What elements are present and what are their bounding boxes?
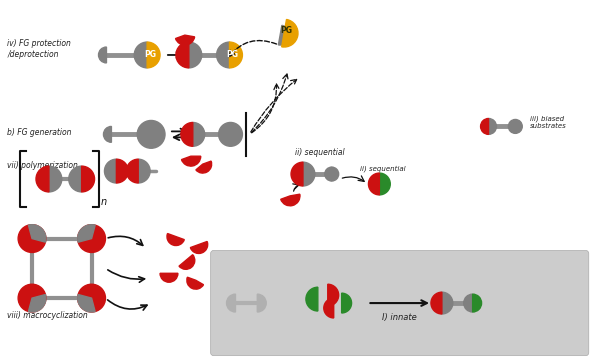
Wedge shape — [134, 42, 147, 68]
Text: PG: PG — [144, 51, 156, 59]
Wedge shape — [464, 294, 472, 312]
Wedge shape — [431, 292, 442, 314]
Circle shape — [218, 122, 242, 146]
Wedge shape — [509, 119, 515, 133]
Wedge shape — [303, 162, 315, 186]
Wedge shape — [104, 159, 117, 183]
Circle shape — [18, 284, 46, 312]
Wedge shape — [49, 166, 62, 192]
Wedge shape — [104, 126, 111, 142]
Text: iv) FG protection
/deprotection: iv) FG protection /deprotection — [7, 39, 71, 59]
Wedge shape — [98, 47, 107, 63]
Wedge shape — [167, 234, 184, 245]
Wedge shape — [325, 167, 332, 181]
Wedge shape — [117, 159, 128, 183]
Wedge shape — [328, 284, 339, 306]
Wedge shape — [332, 167, 339, 181]
Wedge shape — [196, 161, 212, 173]
Wedge shape — [28, 294, 46, 312]
Wedge shape — [176, 42, 189, 68]
Text: ii) sequential: ii) sequential — [295, 148, 345, 157]
Wedge shape — [191, 241, 208, 253]
Wedge shape — [176, 35, 195, 45]
Wedge shape — [324, 298, 334, 318]
Wedge shape — [36, 166, 49, 192]
Wedge shape — [179, 255, 195, 269]
Wedge shape — [379, 173, 390, 195]
Text: iii) biased
substrates: iii) biased substrates — [530, 115, 567, 130]
Text: vii) polymerization: vii) polymerization — [7, 161, 78, 170]
Wedge shape — [187, 277, 204, 289]
Wedge shape — [291, 162, 303, 186]
Wedge shape — [488, 119, 497, 134]
Wedge shape — [126, 159, 138, 183]
Wedge shape — [306, 287, 318, 311]
Wedge shape — [182, 156, 201, 166]
Wedge shape — [515, 119, 522, 133]
Wedge shape — [189, 42, 202, 68]
Wedge shape — [138, 159, 150, 183]
Text: PG: PG — [280, 26, 292, 35]
Circle shape — [78, 284, 105, 312]
Wedge shape — [193, 122, 205, 146]
FancyBboxPatch shape — [211, 250, 589, 356]
Wedge shape — [181, 122, 193, 146]
Wedge shape — [69, 166, 82, 192]
Circle shape — [78, 225, 105, 253]
Text: PG: PG — [227, 51, 239, 59]
Wedge shape — [217, 42, 230, 68]
Wedge shape — [147, 42, 160, 68]
Wedge shape — [368, 173, 379, 195]
Wedge shape — [78, 294, 95, 312]
Wedge shape — [230, 42, 242, 68]
Wedge shape — [481, 119, 488, 134]
Wedge shape — [227, 294, 236, 312]
Wedge shape — [342, 293, 352, 313]
Wedge shape — [281, 194, 300, 206]
Wedge shape — [82, 166, 95, 192]
Wedge shape — [28, 225, 46, 242]
Text: ii) sequential: ii) sequential — [359, 166, 405, 173]
Circle shape — [18, 225, 46, 253]
Wedge shape — [282, 19, 298, 47]
Text: b) FG generation: b) FG generation — [7, 128, 72, 137]
Text: viii) macrocyclization: viii) macrocyclization — [7, 312, 88, 320]
Wedge shape — [78, 225, 95, 242]
Wedge shape — [258, 294, 266, 312]
Wedge shape — [278, 25, 290, 45]
Circle shape — [137, 120, 165, 148]
Wedge shape — [472, 294, 481, 312]
Wedge shape — [442, 292, 453, 314]
Text: n: n — [101, 197, 107, 207]
Text: I) innate: I) innate — [382, 313, 417, 322]
Wedge shape — [160, 273, 178, 282]
